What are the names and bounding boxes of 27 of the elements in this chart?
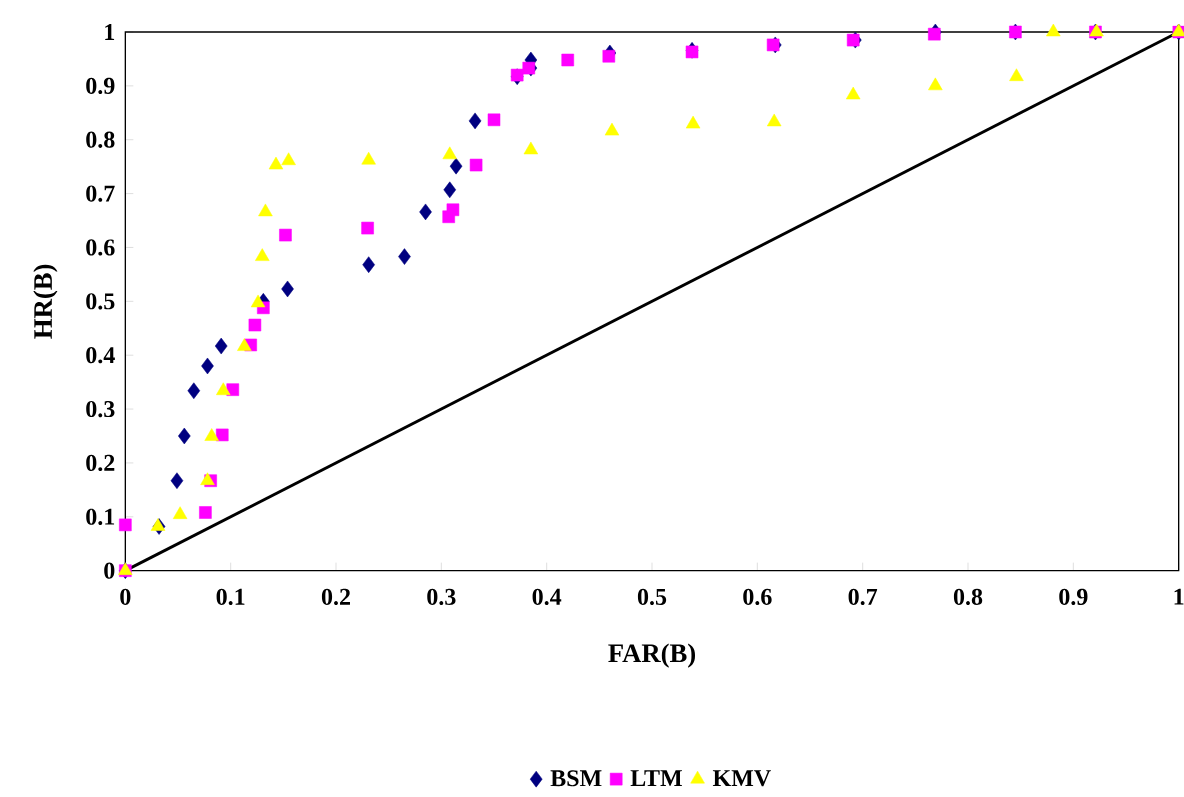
y-tick-label: 0.7 bbox=[86, 185, 115, 202]
y-tick-label: 1 bbox=[105, 23, 115, 40]
x-tick-label: 0.4 bbox=[532, 588, 562, 605]
y-tick-label: 0.1 bbox=[86, 508, 115, 525]
x-tick-label: 0.3 bbox=[427, 588, 456, 605]
x-tick-label: 0.1 bbox=[216, 588, 245, 605]
y-tick-label: 0.9 bbox=[86, 77, 115, 94]
y-axis-title: HR(B) bbox=[33, 264, 58, 339]
x-tick-label: 0.9 bbox=[1059, 588, 1088, 605]
y-tick-label: 0 bbox=[104, 562, 115, 579]
legend-label: BSM bbox=[550, 770, 602, 787]
y-tick-label: 0.4 bbox=[86, 346, 115, 364]
x-tick-label: 0.7 bbox=[848, 588, 878, 605]
legend-label: LTM bbox=[630, 770, 682, 786]
y-tick-label: 0.2 bbox=[86, 454, 115, 471]
x-tick-label: 0.5 bbox=[637, 588, 667, 605]
x-tick-label: 0.6 bbox=[743, 588, 772, 605]
legend-label: KMV bbox=[712, 770, 771, 787]
y-tick-label: 0.5 bbox=[86, 293, 115, 310]
y-tick-label: 0.6 bbox=[86, 239, 115, 256]
x-tick-label: 0 bbox=[120, 588, 131, 605]
x-tick-label: 1 bbox=[1174, 588, 1184, 605]
x-axis-title: FAR(B) bbox=[608, 643, 696, 668]
x-tick-label: 0.8 bbox=[953, 588, 983, 605]
y-tick-label: 0.8 bbox=[86, 131, 115, 148]
x-tick-label: 0.2 bbox=[321, 588, 350, 605]
y-tick-label: 0.3 bbox=[86, 400, 115, 418]
